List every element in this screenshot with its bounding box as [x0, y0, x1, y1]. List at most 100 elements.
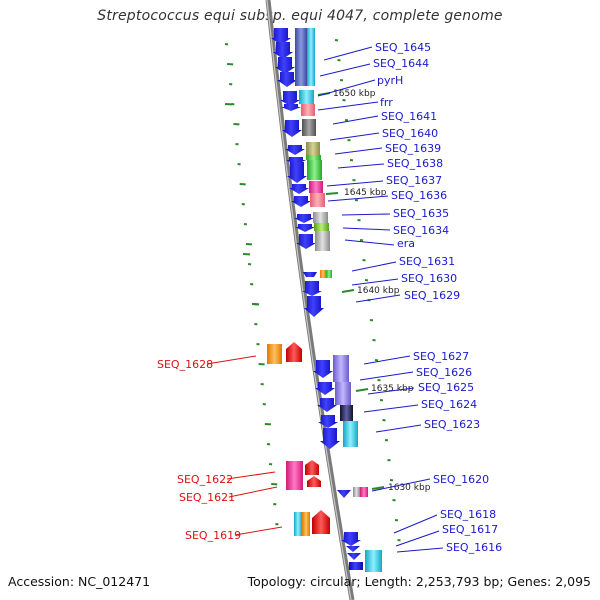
inner-tick-marks — [334, 39, 401, 542]
gene-block — [306, 155, 321, 160]
gene-label: SEQ_1625 — [418, 381, 474, 394]
gene-block — [294, 512, 302, 536]
map-title: Streptococcus equi subsp. equi 4047, com… — [97, 8, 503, 24]
gene-label: SEQ_1630 — [401, 272, 457, 285]
gene-label: SEQ_1618 — [440, 508, 496, 521]
gene-block — [307, 28, 315, 86]
gene-label: SEQ_1640 — [382, 127, 438, 140]
gene-block — [295, 28, 307, 86]
gene-arrow — [287, 162, 307, 183]
gene-label: SEQ_1645 — [375, 41, 431, 54]
gene-label: SEQ_1626 — [416, 366, 472, 379]
gene-block — [313, 212, 328, 223]
forward-strand-genes — [271, 28, 363, 570]
gene-arrow — [305, 460, 319, 475]
leader-line — [334, 147, 383, 155]
gene-arrow — [347, 553, 361, 560]
gene-label: era — [397, 237, 415, 250]
leader-line — [226, 471, 276, 480]
gene-arrow — [320, 428, 340, 449]
gene-label: SEQ_1631 — [399, 255, 455, 268]
leader-line — [359, 371, 414, 381]
outer-tick-marks — [224, 43, 279, 526]
scale-tick — [325, 192, 339, 195]
gene-arrow — [307, 476, 321, 487]
gene-arrow — [286, 342, 302, 362]
gene-block — [333, 355, 349, 382]
forward-gene-labels: SEQ_1645 SEQ_1644 pyrH frr SEQ_1641 SEQ_… — [317, 41, 502, 554]
gene-block — [302, 119, 316, 136]
gene-block — [365, 550, 382, 572]
gene-arrow — [341, 532, 361, 546]
gene-arrow — [281, 104, 301, 111]
leader-line — [329, 132, 380, 141]
scale-tick — [371, 486, 385, 490]
gene-label: SEQ_1641 — [381, 110, 437, 123]
gene-label: SEQ_1638 — [387, 157, 443, 170]
gene-label: SEQ_1634 — [393, 224, 449, 237]
scale-tick — [341, 289, 355, 293]
gene-label: SEQ_1639 — [385, 142, 441, 155]
gene-block — [307, 160, 322, 180]
gene-arrow — [286, 157, 306, 165]
gene-arrow — [277, 72, 297, 87]
gene-block — [299, 90, 314, 104]
gene-label: SEQ_1637 — [386, 174, 442, 187]
leader-line — [344, 239, 395, 246]
gene-label: SEQ_1623 — [424, 418, 480, 431]
gene-arrow — [275, 57, 295, 74]
scale-label: 1645 kbp — [344, 188, 387, 198]
gene-arrow — [312, 510, 330, 534]
gene-block — [314, 223, 329, 231]
gene-label: SEQ_1616 — [446, 541, 502, 554]
gene-arrow — [273, 42, 293, 59]
leader-line — [337, 163, 385, 169]
gene-block — [343, 421, 358, 447]
gene-label: SEQ_1644 — [373, 57, 429, 70]
gene-label: SEQ_1635 — [393, 207, 449, 220]
gene-arrow — [315, 382, 335, 395]
leader-line — [363, 404, 419, 413]
leader-line — [342, 227, 391, 231]
reverse-gene-labels: SEQ_1628 SEQ_1622 SEQ_1621 SEQ_1619 — [157, 355, 283, 542]
gene-label: SEQ_1620 — [433, 473, 489, 486]
leader-line — [317, 79, 376, 97]
leader-line — [319, 63, 371, 77]
gene-block — [301, 104, 315, 116]
gene-block — [360, 487, 368, 497]
leader-line — [396, 547, 444, 553]
gene-block — [326, 270, 332, 278]
gene-arrow — [349, 562, 363, 570]
gene-block — [340, 405, 353, 421]
gene-arrow — [296, 234, 316, 249]
leader-line — [375, 424, 422, 433]
gene-arrow — [317, 398, 337, 412]
gene-arrow — [282, 120, 302, 137]
scale-label: 1635 kbp — [371, 384, 414, 394]
leader-line — [351, 261, 397, 272]
scale-label: 1630 kbp — [388, 483, 431, 493]
gene-arrow — [313, 360, 333, 378]
gene-arrow — [271, 28, 291, 45]
gene-arrow — [295, 224, 315, 232]
gene-label: SEQ_1629 — [404, 289, 460, 302]
gene-arrow — [303, 272, 317, 277]
gene-arrow — [304, 296, 324, 317]
leader-line — [327, 195, 389, 202]
gene-label: SEQ_1622 — [177, 473, 233, 486]
gene-block — [315, 231, 330, 251]
gene-label: frr — [380, 96, 393, 109]
leader-line — [367, 387, 415, 395]
leader-line — [371, 478, 431, 492]
leader-line — [393, 514, 438, 534]
gene-block — [335, 382, 351, 405]
gene-arrow — [289, 184, 309, 194]
gene-arrow — [318, 415, 338, 428]
gene-arrow — [285, 145, 305, 155]
leader-line — [228, 486, 278, 498]
gene-arrow — [294, 214, 314, 223]
gene-label: SEQ_1621 — [179, 491, 235, 504]
genome-summary-text: Topology: circular; Length: 2,253,793 bp… — [247, 574, 591, 589]
scale-label: 1650 kbp — [333, 89, 376, 99]
